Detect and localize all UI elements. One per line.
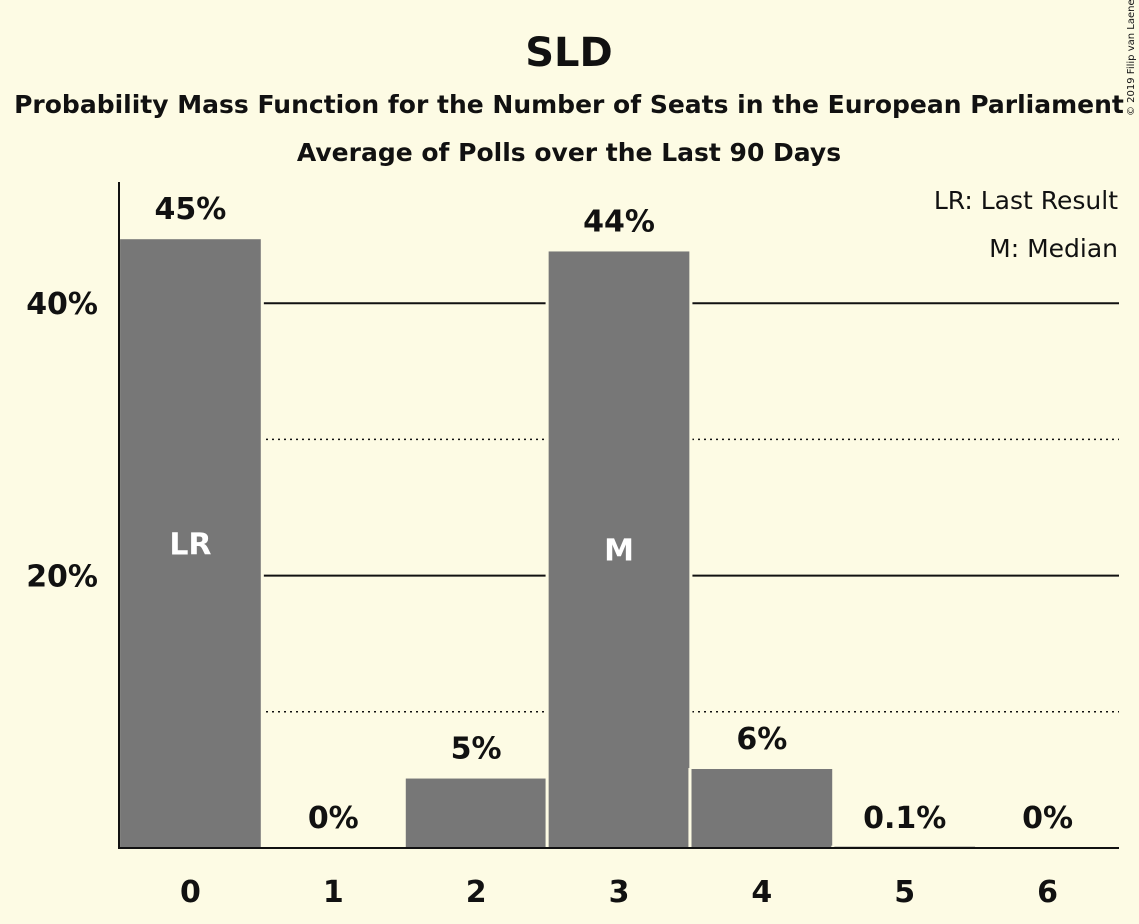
data-label: 0% [1022,801,1073,836]
data-label: 0.1% [863,801,946,836]
data-labels: 45% 0% 5% 44% 6% 0.1% 0% LR M [155,192,1074,836]
y-tick-label: 40% [26,287,98,322]
bar [120,239,261,848]
copyright-text: © 2019 Filip van Laenen [1126,0,1137,116]
y-axis-ticks: 20% 40% [26,287,98,594]
y-tick-label: 20% [26,560,98,595]
x-axis-ticks: 0 1 2 3 4 5 6 [180,875,1058,910]
bars [117,238,979,848]
bar [405,778,547,848]
x-tick-label: 2 [466,875,487,910]
legend-entry-last-result: LR: Last Result [934,186,1118,215]
x-tick-label: 5 [894,875,915,910]
data-label: 0% [308,801,359,836]
x-tick-label: 6 [1037,875,1058,910]
bar-annotation: M [604,534,634,569]
chart-subtitle-2: Average of Polls over the Last 90 Days [297,138,841,167]
x-tick-label: 4 [751,875,772,910]
x-tick-label: 3 [609,875,630,910]
bar-annotation: LR [169,528,211,563]
data-label: 44% [583,204,655,239]
x-tick-label: 0 [180,875,201,910]
data-label: 5% [451,732,502,767]
x-tick-label: 1 [323,875,344,910]
bar [691,769,833,848]
bar [548,251,690,848]
data-label: 45% [155,192,227,227]
chart-title: SLD [525,30,613,76]
data-label: 6% [736,722,787,757]
chart-subtitle-1: Probability Mass Function for the Number… [14,90,1124,119]
legend-entry-median: M: Median [989,234,1118,263]
